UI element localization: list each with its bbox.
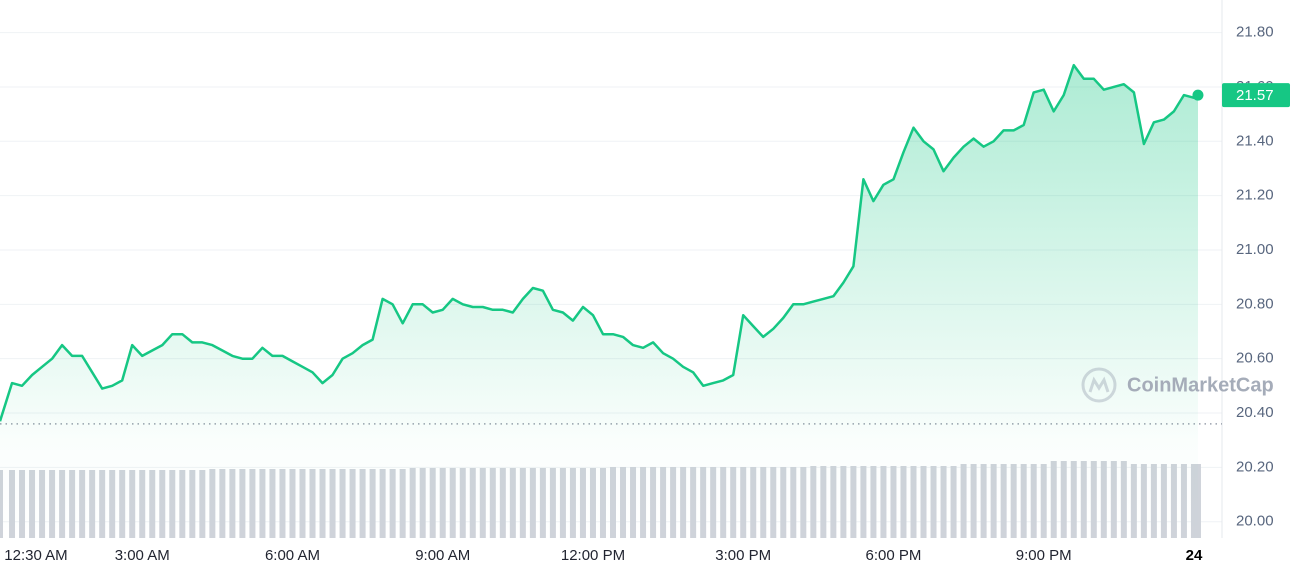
price-badge — [1222, 83, 1290, 108]
x-tick-label: 24 — [1186, 547, 1203, 564]
x-tick-label: 6:00 PM — [866, 547, 922, 564]
y-tick-label: 20.00 — [1236, 513, 1274, 530]
x-tick-label: 6:00 AM — [265, 547, 320, 564]
x-tick-label: 9:00 PM — [1016, 547, 1072, 564]
y-tick-label: 20.20 — [1236, 458, 1274, 475]
x-tick-label: 12:30 AM — [4, 547, 67, 564]
x-tick-label: 3:00 PM — [715, 547, 771, 564]
watermark-logo — [1081, 367, 1117, 403]
y-tick-label: 20.60 — [1236, 350, 1274, 367]
y-tick-label: 21.00 — [1236, 241, 1274, 258]
area-fill — [0, 65, 1198, 538]
last-point — [1192, 89, 1204, 101]
x-tick-label: 9:00 AM — [415, 547, 470, 564]
x-tick-label: 12:00 PM — [561, 547, 625, 564]
y-tick-label: 20.80 — [1236, 295, 1274, 312]
y-tick-label: 21.80 — [1236, 24, 1274, 41]
watermark: CoinMarketCap — [1127, 374, 1274, 396]
y-tick-label: 21.40 — [1236, 132, 1274, 149]
price-badge-label: 21.57 — [1236, 87, 1274, 104]
y-tick-label: 21.20 — [1236, 187, 1274, 204]
y-tick-label: 20.40 — [1236, 404, 1274, 421]
x-tick-label: 3:00 AM — [115, 547, 170, 564]
price-line — [0, 63, 1199, 422]
